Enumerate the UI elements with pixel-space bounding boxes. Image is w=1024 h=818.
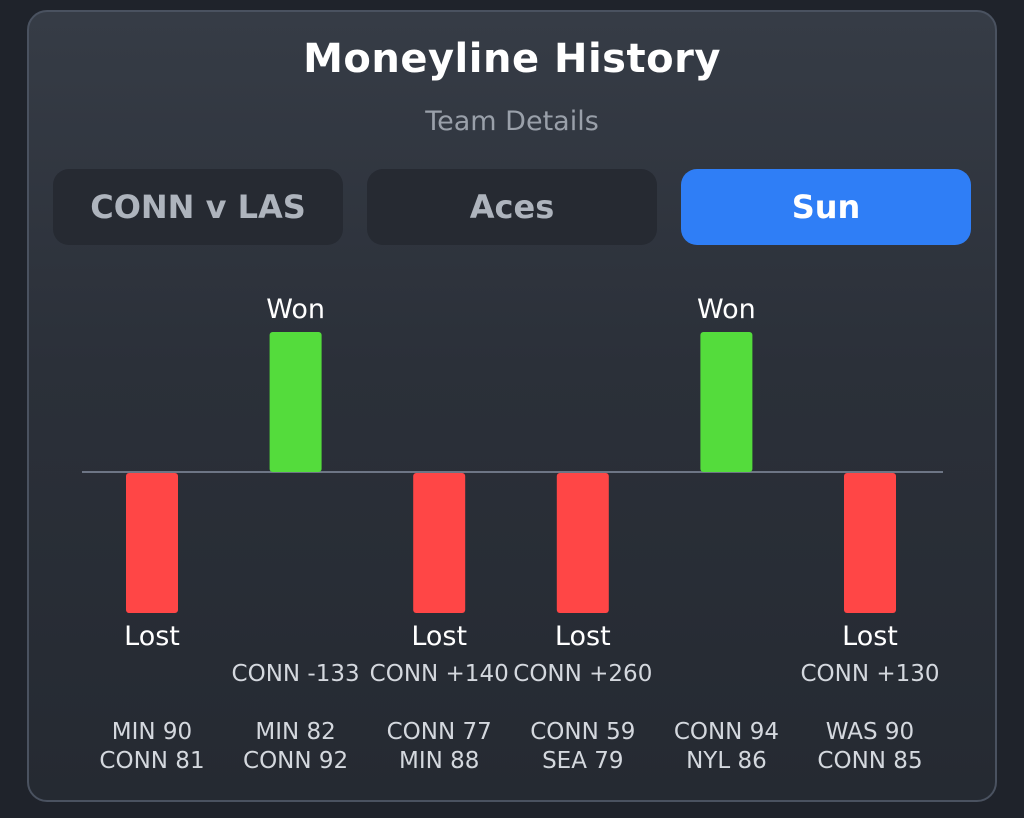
score-bottom: MIN 88 — [399, 748, 479, 774]
score-top: WAS 90 — [826, 719, 914, 745]
score-bottom: NYL 86 — [686, 748, 767, 774]
tab-matchup[interactable]: CONN v LAS — [53, 169, 343, 245]
lost-bar — [844, 473, 896, 613]
lost-bar — [556, 473, 609, 613]
score-top: MIN 90 — [112, 719, 192, 745]
lost-bar — [413, 473, 466, 613]
score-top: CONN 77 — [387, 719, 492, 745]
moneyline-odds: CONN +130 — [800, 661, 939, 687]
result-label: Lost — [124, 621, 180, 652]
result-label: Lost — [842, 621, 898, 652]
card-title: Moneyline History — [303, 36, 721, 82]
tab-aces[interactable]: Aces — [367, 169, 657, 245]
lost-bar — [126, 473, 178, 613]
moneyline-card — [27, 10, 997, 802]
moneyline-odds: CONN -133 — [232, 661, 360, 687]
score-bottom: CONN 81 — [99, 748, 204, 774]
score-top: MIN 82 — [255, 719, 335, 745]
score-bottom: CONN 85 — [817, 748, 922, 774]
card-subtitle: Team Details — [425, 106, 599, 137]
result-label: Won — [697, 294, 756, 325]
result-label: Lost — [411, 621, 467, 652]
moneyline-odds: CONN +260 — [513, 661, 652, 687]
score-bottom: SEA 79 — [542, 748, 623, 774]
tab-sun[interactable]: Sun — [681, 169, 971, 245]
score-bottom: CONN 92 — [243, 748, 348, 774]
won-bar — [269, 332, 322, 472]
result-label: Lost — [555, 621, 611, 652]
won-bar — [700, 332, 753, 472]
result-label: Won — [266, 294, 325, 325]
score-top: CONN 59 — [530, 719, 635, 745]
moneyline-odds: CONN +140 — [370, 661, 509, 687]
score-top: CONN 94 — [674, 719, 779, 745]
